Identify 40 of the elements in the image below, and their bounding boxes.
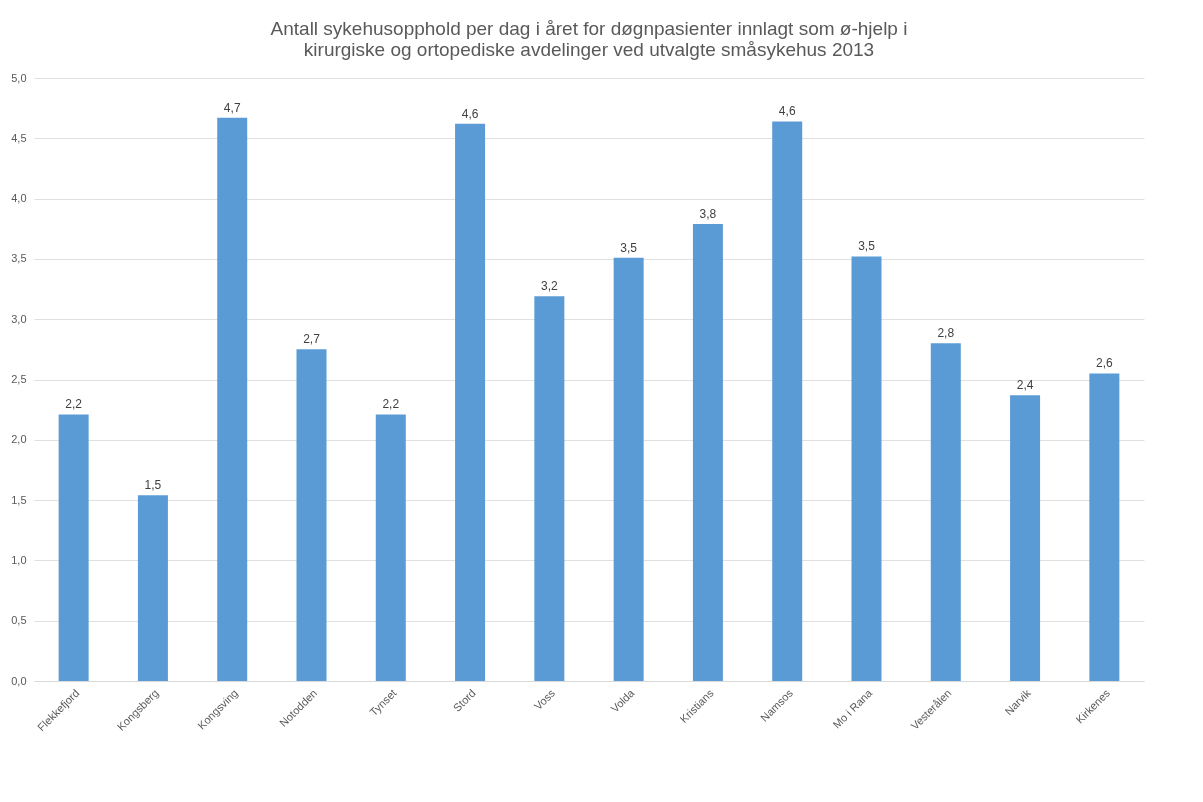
y-tick-label: 3,5 xyxy=(11,252,27,265)
bar xyxy=(1010,395,1041,681)
data-label: 3,5 xyxy=(858,239,876,254)
y-tick-label: 0,5 xyxy=(11,614,27,627)
y-tick-label: 0,0 xyxy=(11,674,27,687)
data-label: 2,6 xyxy=(1096,356,1114,371)
data-label: 2,4 xyxy=(1016,378,1034,393)
data-label: 2,2 xyxy=(65,397,83,412)
data-label: 3,5 xyxy=(620,240,638,255)
data-label: 1,5 xyxy=(144,478,162,493)
y-tick-label: 1,0 xyxy=(11,553,27,566)
bar xyxy=(534,296,565,681)
bar xyxy=(296,349,327,681)
data-label: 4,6 xyxy=(461,106,479,121)
data-label: 2,8 xyxy=(937,326,955,341)
data-label: 3,8 xyxy=(699,206,717,221)
bar xyxy=(930,343,961,681)
bar xyxy=(375,414,406,681)
bar xyxy=(217,117,248,681)
y-tick-label: 2,0 xyxy=(11,433,27,446)
y-tick-label: 4,5 xyxy=(11,131,27,144)
data-label: 4,7 xyxy=(223,100,241,115)
y-tick-label: 5,0 xyxy=(11,71,27,84)
bar xyxy=(613,257,644,681)
bar xyxy=(137,495,168,681)
bar xyxy=(692,223,723,681)
y-tick-label: 2,5 xyxy=(11,373,27,385)
bar xyxy=(455,123,486,681)
y-tick-label: 3,0 xyxy=(11,312,27,325)
y-tick-label: 4,0 xyxy=(11,192,27,205)
data-label: 2,2 xyxy=(382,397,400,412)
chart-title: Antall sykehusopphold per dag i året for døgnpasienter innlagt som ø-hjelp i kirurgiske og ortopediske avdelinger ved utvalgte småsykehus 2013 xyxy=(270,18,908,60)
y-tick-label: 1,5 xyxy=(11,493,27,506)
bar xyxy=(1089,373,1120,681)
data-label: 3,2 xyxy=(541,279,559,294)
bar xyxy=(58,414,89,681)
data-label: 2,7 xyxy=(303,332,321,347)
bar xyxy=(851,256,882,681)
bar xyxy=(772,121,803,681)
data-label: 4,6 xyxy=(778,104,796,119)
